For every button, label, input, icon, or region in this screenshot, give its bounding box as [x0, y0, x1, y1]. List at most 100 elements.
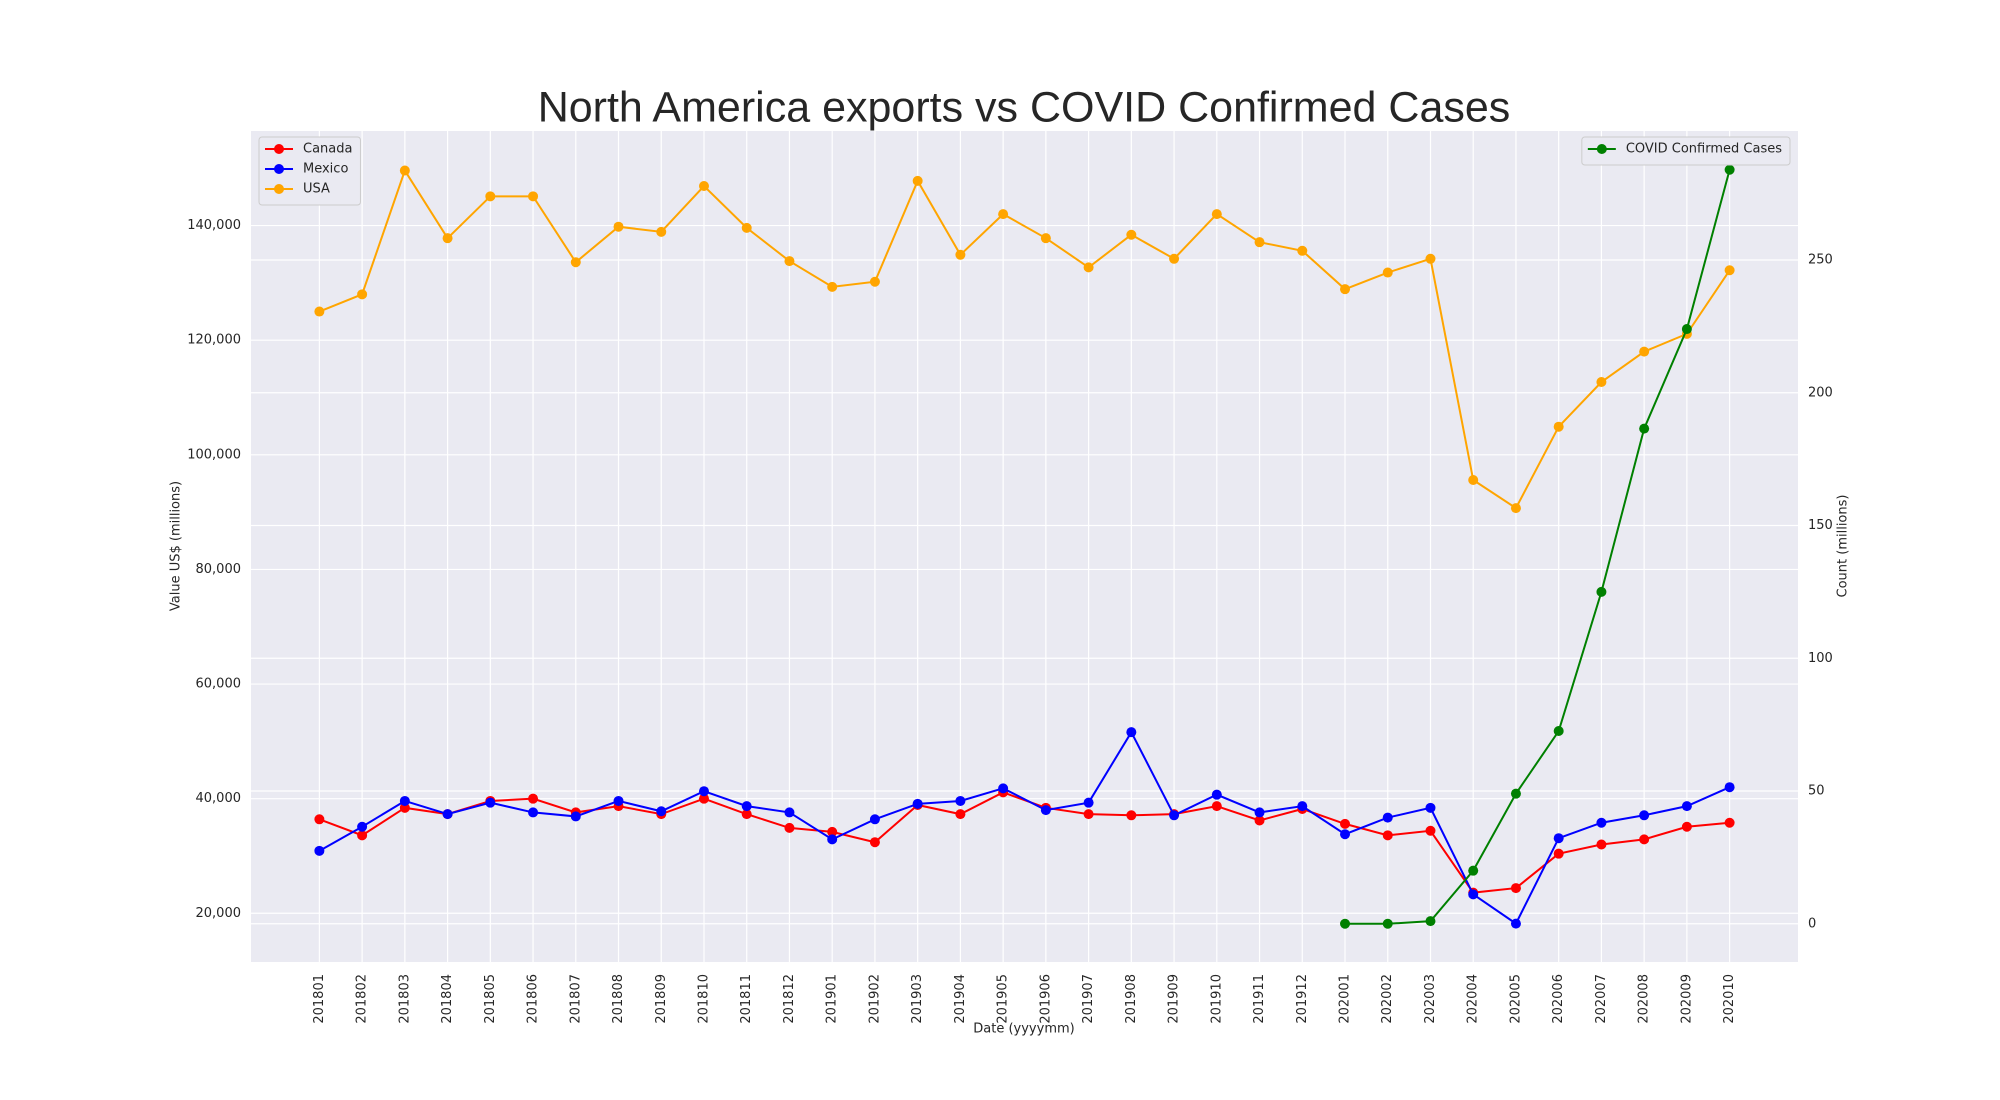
point	[656, 806, 667, 817]
point	[1040, 805, 1051, 816]
x-tick-label: 201809	[654, 974, 669, 1024]
chart-title: North America exports vs COVID Confirmed…	[538, 83, 1511, 131]
point	[1425, 825, 1436, 836]
x-tick-label: 201911	[1252, 974, 1267, 1024]
point	[1382, 830, 1393, 841]
legend: Canada Mexico USA	[258, 136, 361, 206]
point	[827, 281, 838, 292]
plot-area	[251, 131, 1798, 962]
point	[485, 797, 496, 808]
point	[1468, 475, 1479, 486]
point	[656, 226, 667, 237]
x-tick-label: 202007	[1594, 974, 1609, 1024]
point	[442, 233, 453, 244]
point	[741, 801, 752, 812]
point	[1211, 789, 1222, 800]
point	[1425, 916, 1436, 927]
point	[1040, 233, 1051, 244]
point	[1724, 265, 1735, 276]
point	[955, 809, 966, 820]
point	[613, 221, 624, 232]
y2-tick-label: 200	[1808, 385, 1833, 400]
point	[1468, 865, 1479, 876]
point	[1340, 818, 1351, 829]
point	[784, 807, 795, 818]
y-tick-label: 60,000	[196, 677, 242, 692]
point	[698, 181, 709, 192]
point	[1553, 726, 1564, 737]
series-line	[318, 730, 1731, 926]
point	[357, 830, 368, 841]
x-tick-label: 201903	[910, 974, 925, 1024]
legend-label: COVID Confirmed Cases	[1626, 142, 1782, 157]
series-line	[1345, 169, 1731, 925]
series-line	[319, 168, 1731, 510]
legend: COVID Confirmed Cases	[1581, 136, 1791, 166]
point	[1596, 377, 1607, 388]
x-tick-label: 202002	[1380, 974, 1395, 1024]
x-tick-label: 202010	[1722, 974, 1737, 1024]
point	[1254, 807, 1265, 818]
point	[399, 795, 410, 806]
legend-box	[1581, 136, 1791, 166]
legend-label: USA	[303, 182, 330, 197]
point	[1254, 815, 1265, 826]
x-tick-label: 201901	[825, 974, 840, 1024]
point	[399, 165, 410, 176]
point	[314, 814, 325, 825]
y-tick-label: 140,000	[187, 218, 241, 233]
point	[784, 256, 795, 267]
legend-label: Mexico	[303, 162, 348, 177]
point	[912, 798, 923, 809]
point	[442, 809, 453, 820]
point	[528, 191, 539, 202]
x-tick-label: 201804	[440, 974, 455, 1024]
x-tick-label: 201812	[782, 974, 797, 1024]
point	[1681, 324, 1692, 335]
point	[1724, 817, 1735, 828]
point	[1340, 829, 1351, 840]
point	[1639, 423, 1650, 434]
point	[1639, 834, 1650, 845]
point	[1126, 229, 1137, 240]
x-tick-label: 202009	[1679, 974, 1694, 1024]
point	[1254, 237, 1265, 248]
x-tick-label: 201910	[1209, 974, 1224, 1024]
x-tick-label: 201906	[1038, 974, 1053, 1024]
legend-marker	[274, 164, 284, 174]
point	[1211, 801, 1222, 812]
x-tick-label: 201801	[312, 974, 327, 1024]
y-axis-label: Value US$ (millions)	[169, 481, 184, 611]
point	[1510, 503, 1521, 514]
x-tick-label: 201805	[483, 974, 498, 1024]
y2-tick-label: 250	[1808, 253, 1833, 268]
point	[528, 793, 539, 804]
y-tick-label: 40,000	[196, 791, 242, 806]
y2-tick-label: 0	[1808, 916, 1816, 931]
point	[1639, 346, 1650, 357]
y-tick-label: 20,000	[196, 906, 242, 921]
point	[741, 222, 752, 233]
point	[955, 249, 966, 260]
point	[1724, 782, 1735, 793]
point	[357, 289, 368, 300]
point	[399, 802, 410, 813]
point	[1425, 253, 1436, 264]
point	[1169, 810, 1180, 821]
point	[998, 209, 1009, 220]
point	[1468, 889, 1479, 900]
point	[1425, 802, 1436, 813]
x-tick-label: 202001	[1338, 974, 1353, 1024]
y2-axis-label: Count (millions)	[1836, 495, 1851, 598]
y2-tick-label: 150	[1808, 518, 1833, 533]
y-tick-label: 120,000	[187, 333, 241, 348]
point	[698, 786, 709, 797]
x-tick-label: 201802	[355, 974, 370, 1024]
point	[528, 807, 539, 818]
point	[869, 276, 880, 287]
point	[1083, 809, 1094, 820]
x-tick-label: 202005	[1508, 974, 1523, 1024]
x-tick-label: 201810	[696, 974, 711, 1024]
point	[1553, 848, 1564, 859]
